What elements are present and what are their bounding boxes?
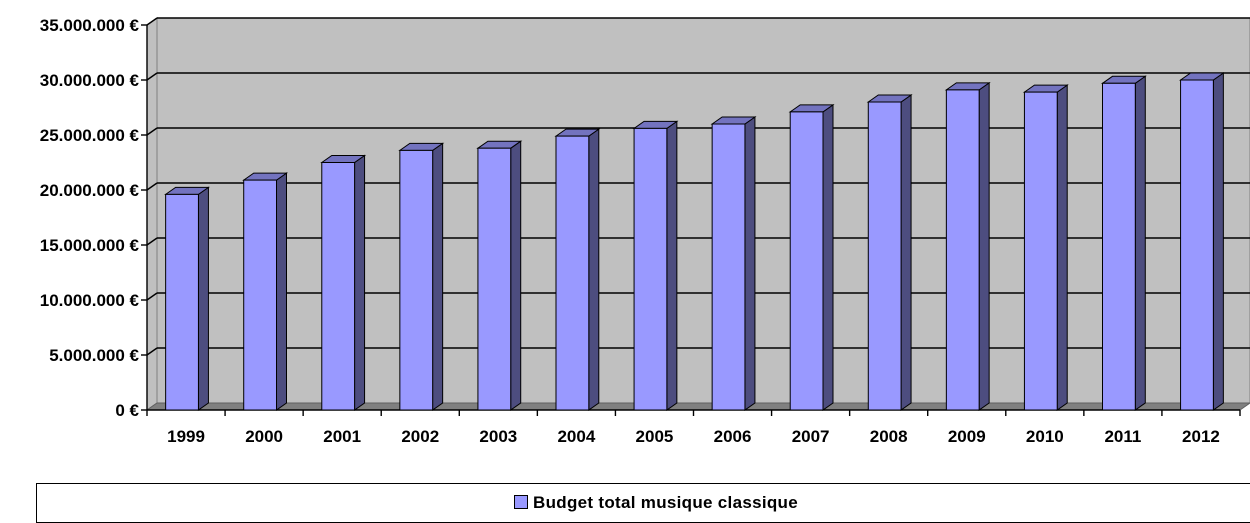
legend-label: Budget total musique classique bbox=[533, 493, 798, 512]
legend-swatch bbox=[514, 495, 528, 509]
x-tick-label: 2011 bbox=[1104, 427, 1141, 446]
bar-front-face bbox=[945, 89, 980, 411]
bar bbox=[710, 116, 757, 411]
gridline-side bbox=[146, 127, 158, 136]
gridline-side bbox=[146, 347, 158, 356]
plot-back-wall bbox=[146, 17, 1250, 411]
plot-back-wall-rect bbox=[156, 17, 1250, 404]
plot-floor bbox=[145, 402, 1250, 411]
y-tick-label: 30.000.000 € bbox=[40, 71, 140, 90]
bar bbox=[242, 172, 289, 411]
x-tick-label: 2001 bbox=[323, 427, 361, 446]
gridlines bbox=[146, 17, 1250, 356]
bar bbox=[866, 94, 913, 411]
bar-side-face bbox=[432, 142, 444, 411]
y-tick-label: 15.000.000 € bbox=[40, 236, 140, 255]
x-tick-label: 1999 bbox=[167, 427, 205, 446]
bar bbox=[320, 154, 367, 411]
x-tick-label: 2000 bbox=[245, 427, 283, 446]
bar bbox=[1022, 84, 1069, 411]
legend: Budget total musique classique bbox=[36, 483, 1250, 523]
bar-side-face bbox=[666, 120, 678, 411]
bar bbox=[944, 81, 991, 411]
bar-front-face bbox=[477, 147, 512, 411]
bar bbox=[788, 103, 835, 411]
x-tick-label: 2010 bbox=[1026, 427, 1064, 446]
bar-front-face bbox=[555, 135, 590, 411]
y-tick-label: 10.000.000 € bbox=[40, 291, 140, 310]
bar-side-face bbox=[978, 81, 990, 411]
x-tick-label: 2009 bbox=[948, 427, 986, 446]
x-axis-labels: 1999 2000 2001 2002 2003 2004 2005 2006 2007 2008… bbox=[167, 427, 1220, 446]
y-tick-label: 5.000.000 € bbox=[49, 346, 139, 365]
bar bbox=[398, 142, 445, 411]
bar-front-face bbox=[321, 162, 356, 411]
gridline-side bbox=[146, 17, 158, 26]
bar-front-face bbox=[789, 111, 824, 411]
y-tick-label: 35.000.000 € bbox=[40, 16, 140, 35]
bar-side-face bbox=[822, 103, 834, 411]
bar-side-face bbox=[588, 128, 600, 411]
x-tick-label: 2008 bbox=[870, 427, 908, 446]
y-tick-label: 0 € bbox=[115, 401, 139, 420]
bar-front-face bbox=[399, 149, 434, 411]
bar-front-face bbox=[711, 123, 746, 411]
x-tick-label: 2012 bbox=[1182, 427, 1220, 446]
y-axis-labels: 0 € 5.000.000 € 10.000.000 € 15.000.000 € 20… bbox=[40, 16, 140, 420]
x-tick-label: 2007 bbox=[792, 427, 830, 446]
bar-front-face bbox=[867, 101, 902, 411]
bar-side-face bbox=[276, 172, 288, 411]
x-tick-label: 2004 bbox=[557, 427, 595, 446]
x-tick-label: 2006 bbox=[714, 427, 752, 446]
bar bbox=[476, 140, 523, 411]
legend-item: Budget total musique classique bbox=[37, 493, 1250, 513]
bar bbox=[1178, 72, 1225, 411]
y-tick-label: 20.000.000 € bbox=[40, 181, 140, 200]
bar-front-face bbox=[243, 179, 278, 411]
bar-front-face bbox=[1023, 91, 1058, 411]
bar bbox=[632, 120, 679, 411]
bar-side-face bbox=[1056, 84, 1068, 411]
bars bbox=[164, 72, 1225, 411]
bar-side-face bbox=[900, 94, 912, 411]
bar-front-face bbox=[1180, 79, 1214, 411]
gridline-side bbox=[146, 182, 158, 191]
bar-side-face bbox=[197, 186, 209, 411]
gridline-side bbox=[146, 292, 158, 301]
gridline-side bbox=[146, 237, 158, 246]
plot-floor-plane bbox=[145, 402, 1250, 411]
bar-side-face bbox=[1212, 72, 1224, 411]
bar-side-face bbox=[744, 116, 756, 411]
bar-front-face bbox=[633, 127, 668, 411]
y-tick-label: 25.000.000 € bbox=[40, 126, 140, 145]
bar-front-face bbox=[165, 193, 199, 411]
x-tick-label: 2005 bbox=[636, 427, 674, 446]
gridline-side bbox=[146, 72, 158, 81]
bar bbox=[554, 128, 601, 411]
x-tick-label: 2003 bbox=[479, 427, 517, 446]
bar-front-face bbox=[1101, 82, 1136, 411]
bar-side-face bbox=[510, 140, 522, 411]
bar-side-face bbox=[354, 154, 366, 411]
bar bbox=[1100, 75, 1147, 411]
x-tick-label: 2002 bbox=[401, 427, 439, 446]
bar-side-face bbox=[1134, 75, 1146, 411]
bar bbox=[164, 186, 211, 411]
